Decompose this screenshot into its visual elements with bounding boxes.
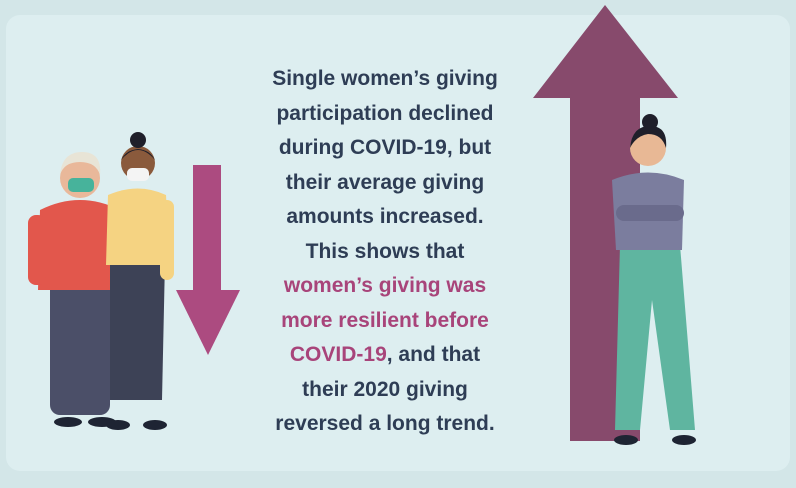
message: Single women’s giving participation decl… — [225, 62, 545, 442]
text-line: amounts increased. — [286, 205, 483, 228]
text-line: This shows that — [306, 240, 465, 263]
text-line: participation declined — [276, 102, 493, 125]
text-line: , and that — [387, 343, 480, 366]
text-line: during COVID-19, but — [279, 136, 491, 159]
text-line: Single women’s giving — [272, 67, 498, 90]
emphasis-line: women’s giving was — [284, 274, 486, 297]
text-line: their average giving — [286, 171, 484, 194]
emphasis-line: more resilient before — [281, 309, 489, 332]
emphasis-line: COVID-19 — [290, 343, 387, 366]
infographic: Single women’s giving participation decl… — [0, 0, 796, 488]
text-line: reversed a long trend. — [275, 412, 494, 435]
text-line: their 2020 giving — [302, 378, 468, 401]
